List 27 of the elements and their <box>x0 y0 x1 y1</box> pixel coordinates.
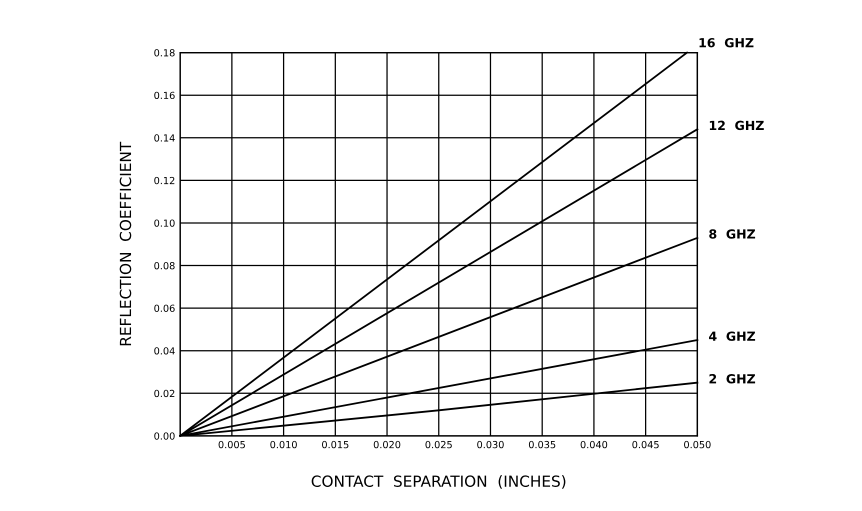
x-tick-label: 0.040 <box>580 440 608 448</box>
x-tick-label: 0.045 <box>632 440 659 448</box>
y-tick-label: 0.12 <box>154 176 174 184</box>
y-tick-label: 0.14 <box>154 134 175 142</box>
y-tick-label: 0.02 <box>154 390 174 398</box>
x-tick-label: 0.030 <box>477 440 504 448</box>
y-tick-label: 0.04 <box>154 347 175 355</box>
series-label: 2 GHZ <box>709 374 756 384</box>
y-axis-title: REFLECTION COEFFICIENT <box>120 142 132 346</box>
y-tick-label: 0.00 <box>154 432 175 440</box>
x-axis-title: CONTACT SEPARATION (INCHES) <box>312 475 566 489</box>
y-tick-label: 0.18 <box>154 49 175 56</box>
y-tick-label: 0.06 <box>154 304 175 312</box>
series-label: 8 GHZ <box>709 229 756 239</box>
series-label: 16 GHZ <box>700 38 754 48</box>
series-label: 4 GHZ <box>709 331 756 341</box>
x-tick-label: 0.005 <box>218 440 245 448</box>
y-tick-label: 0.10 <box>154 219 175 227</box>
x-tick-label: 0.025 <box>425 440 452 448</box>
x-tick-label: 0.050 <box>684 440 711 448</box>
x-tick-label: 0.035 <box>528 440 556 448</box>
y-tick-label: 0.08 <box>154 262 175 270</box>
series-label: 12 GHZ <box>710 120 764 130</box>
y-tick-label: 0.16 <box>154 92 175 100</box>
x-tick-label: 0.015 <box>322 440 348 448</box>
x-tick-label: 0.020 <box>374 440 400 448</box>
x-tick-label: 0.010 <box>270 440 297 448</box>
